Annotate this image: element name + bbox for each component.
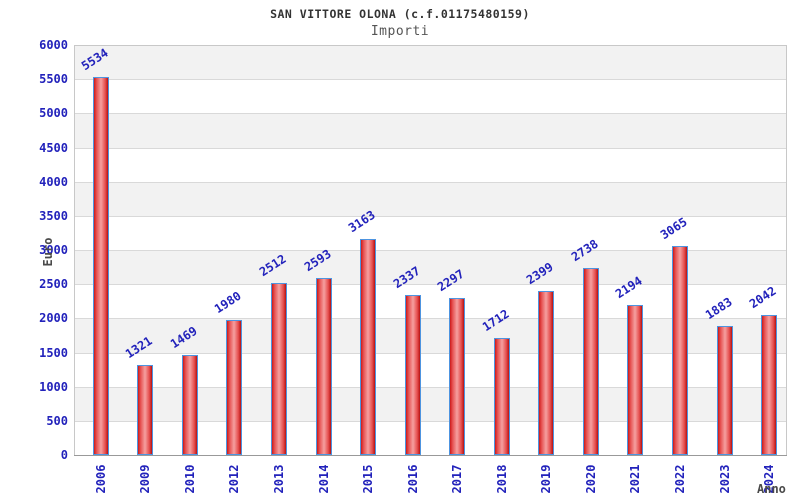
x-tick-label: 2022 [673,464,688,494]
gridline [75,352,786,354]
bar [226,319,243,455]
x-axis-title: Anno [757,482,786,496]
x-tick-label: 2021 [628,464,643,494]
gridline [75,318,786,320]
grid-band [75,182,786,217]
x-tick-label: 2020 [583,464,598,494]
bar [360,238,377,455]
grid-band [75,114,786,149]
x-tick-label: 2009 [138,464,153,494]
bar [761,315,778,455]
x-tick-label: 2016 [405,464,420,494]
gridline [75,181,786,183]
y-tick-label: 5500 [39,72,68,87]
grid-band [75,148,786,183]
x-axis-line [74,455,787,456]
y-tick-label: 2500 [39,277,68,292]
bar [404,295,421,455]
x-tick-label: 2006 [93,464,108,494]
bar [315,277,332,455]
bar [627,305,644,455]
y-tick-label: 1500 [39,345,68,360]
bar [538,291,555,455]
chart-subtitle: Importi [370,24,430,39]
gridline [75,215,786,217]
x-tick-label: 2013 [271,464,286,494]
gridline [75,250,786,251]
x-tick-label: 2015 [361,464,376,494]
y-tick-label: 5000 [39,106,68,121]
gridline [75,113,786,115]
bar [181,354,198,455]
x-tick-label: 2019 [539,464,554,494]
chart-title: SAN VITTORE OLONA (c.f.01175480159) [270,7,530,21]
y-tick-label: 4500 [39,140,68,155]
bar [493,338,510,455]
y-tick-label: 500 [46,413,68,428]
bar [672,245,689,455]
grid-band [75,216,786,251]
x-tick-label: 2018 [494,464,509,494]
grid-band [75,80,786,115]
y-tick-label: 0 [60,448,68,462]
grid-band [75,319,786,354]
x-tick-label: 2017 [450,464,465,494]
plot-area [74,45,787,456]
bar [716,326,733,455]
x-tick-label: 2014 [316,464,331,494]
y-tick-label: 3500 [39,208,68,223]
gridline [75,386,786,388]
gridline [75,79,786,81]
y-tick-label: 6000 [39,38,68,52]
grid-band [75,285,786,320]
x-tick-label: 2023 [717,464,732,494]
y-tick-label: 2000 [39,311,68,326]
x-tick-label: 2010 [182,464,197,494]
y-tick-label: 3000 [39,243,68,257]
bar [270,283,287,455]
grid-band [75,251,786,286]
bar [582,267,599,455]
gridline [75,284,786,286]
bar [137,364,154,455]
grid-band [75,46,786,81]
bar [92,76,109,455]
y-axis-title: Euro [41,237,55,267]
y-tick-label: 4000 [39,174,68,189]
gridline [75,420,786,422]
bar [449,298,466,455]
y-tick-label: 1000 [39,379,68,394]
gridline [75,147,786,149]
x-tick-label: 2012 [227,464,242,494]
